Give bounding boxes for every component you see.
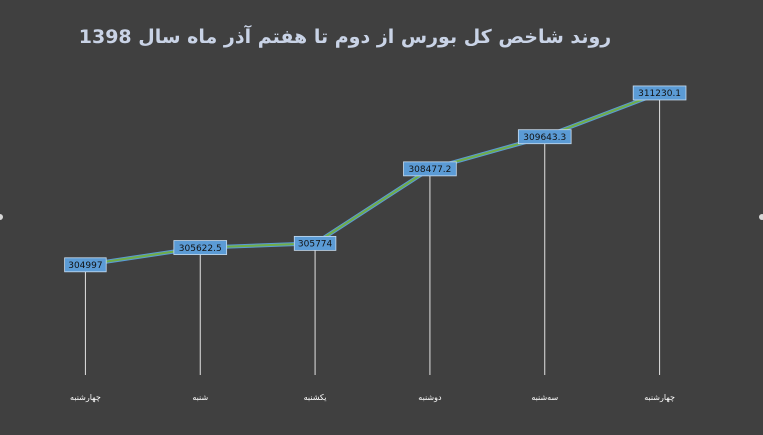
data-label: 311230.1	[638, 89, 681, 99]
data-label: 309643.3	[523, 133, 566, 143]
x-axis-labels: چهارشنبه شنبه یکشنبه دوشنبه سه‌شنبه چهارشنبه	[70, 393, 675, 402]
chart-area-handle-right[interactable]	[759, 214, 763, 220]
x-tick-label: دوشنبه	[418, 393, 442, 402]
data-label: 305622.5	[179, 244, 222, 254]
chart-title: روند شاخص کل بورس از دوم تا هفتم آذر ماه…	[79, 24, 611, 48]
data-label-box	[293, 235, 337, 251]
data-label: 305774	[298, 240, 333, 250]
x-tick-label: چهارشنبه	[70, 393, 101, 402]
x-tick-label: سه‌شنبه	[531, 393, 558, 402]
series-line-outer	[83, 91, 662, 267]
data-label-box	[403, 161, 457, 177]
data-label-box	[173, 240, 228, 255]
series-line	[83, 91, 662, 267]
data-label: 308477.2	[408, 165, 451, 175]
drop-lines	[84, 92, 661, 375]
data-label: 304997	[68, 261, 102, 271]
data-label-box	[64, 257, 107, 273]
x-tick-label: چهارشنبه	[644, 393, 675, 402]
x-tick-label: یکشنبه	[304, 393, 327, 402]
x-tick-label: شنبه	[192, 393, 208, 402]
data-label-box	[632, 85, 687, 101]
series-line-inner	[84, 92, 661, 266]
chart-area-handle-left[interactable]	[0, 214, 3, 220]
data-label-box	[517, 129, 572, 145]
data-labels: 304997 305622.5 305774 308477.2 309643.3 3112…	[64, 85, 687, 273]
